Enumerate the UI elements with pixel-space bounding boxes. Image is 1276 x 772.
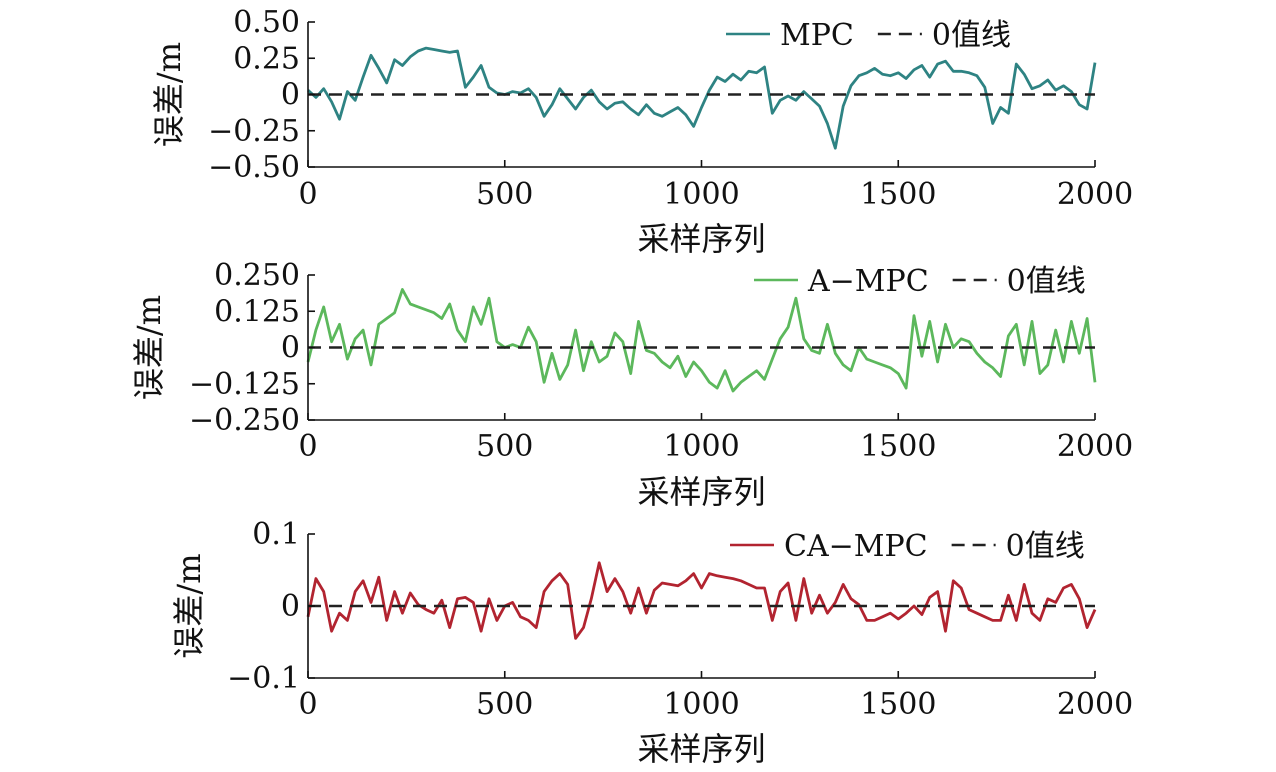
legend-label: 0值线: [1006, 529, 1085, 564]
legend: A−MPC 0值线: [754, 264, 1086, 299]
legend-label: CA−MPC: [784, 529, 928, 564]
y-tick-label: 0: [281, 589, 300, 624]
x-tick-label: 1500: [860, 687, 936, 722]
series-line-1-1: [307, 46, 1097, 150]
y-tick-label: 0.125: [214, 294, 300, 329]
x-tick-label: 0: [298, 177, 317, 212]
x-tick-label: 1500: [860, 429, 936, 464]
x-axis-label: 采样序列: [637, 473, 765, 511]
y-axis-label: 误差/m: [150, 42, 188, 147]
x-tick-label: 1000: [663, 177, 739, 212]
x-tick-label: 500: [476, 177, 533, 212]
y-tick-label: 0.1: [252, 517, 300, 552]
x-tick-label: 0: [298, 429, 317, 464]
x-tick-label: 2000: [1057, 177, 1133, 212]
legend: CA−MPC 0值线: [730, 529, 1085, 564]
y-tick-label: 0.250: [214, 258, 300, 293]
series-line-2-1: [306, 288, 1097, 393]
y-tick-label: −0.1: [227, 661, 300, 696]
chart-panel-2: 0 500 1000 1500 2000−0.250−0.12500.1250.250采…: [130, 258, 1133, 511]
legend-label: 0值线: [932, 18, 1011, 53]
y-tick-label: 0: [281, 331, 300, 366]
y-tick-label: −0.25: [208, 114, 300, 149]
legend-label: A−MPC: [807, 264, 929, 299]
x-tick-label: 0: [298, 687, 317, 722]
x-tick-label: 2000: [1057, 687, 1133, 722]
y-tick-label: 0.50: [233, 5, 300, 40]
x-tick-label: 1500: [860, 177, 936, 212]
x-tick-label: 2000: [1057, 429, 1133, 464]
y-axis-label: 误差/m: [170, 553, 208, 658]
y-tick-label: −0.125: [189, 367, 300, 402]
x-tick-label: 500: [476, 687, 533, 722]
x-axis-label: 采样序列: [637, 220, 765, 258]
x-tick-label: 1000: [663, 687, 739, 722]
x-tick-label: 1000: [663, 429, 739, 464]
x-tick-label: 500: [476, 429, 533, 464]
series-line-3-1: [306, 561, 1097, 640]
legend-label: MPC: [780, 18, 854, 53]
legend: MPC 0值线: [726, 18, 1011, 53]
x-axis-label: 采样序列: [637, 730, 765, 768]
y-axis-label: 误差/m: [130, 295, 168, 400]
y-tick-label: 0.25: [233, 41, 300, 76]
y-tick-label: −0.250: [189, 403, 300, 438]
chart-panel-1: 0 500 1000 1500 2000−0.50−0.2500.250.50采样序列误…: [150, 5, 1133, 258]
legend-label: 0值线: [1007, 264, 1086, 299]
y-tick-label: −0.50: [208, 150, 300, 185]
y-tick-label: 0: [281, 78, 300, 113]
